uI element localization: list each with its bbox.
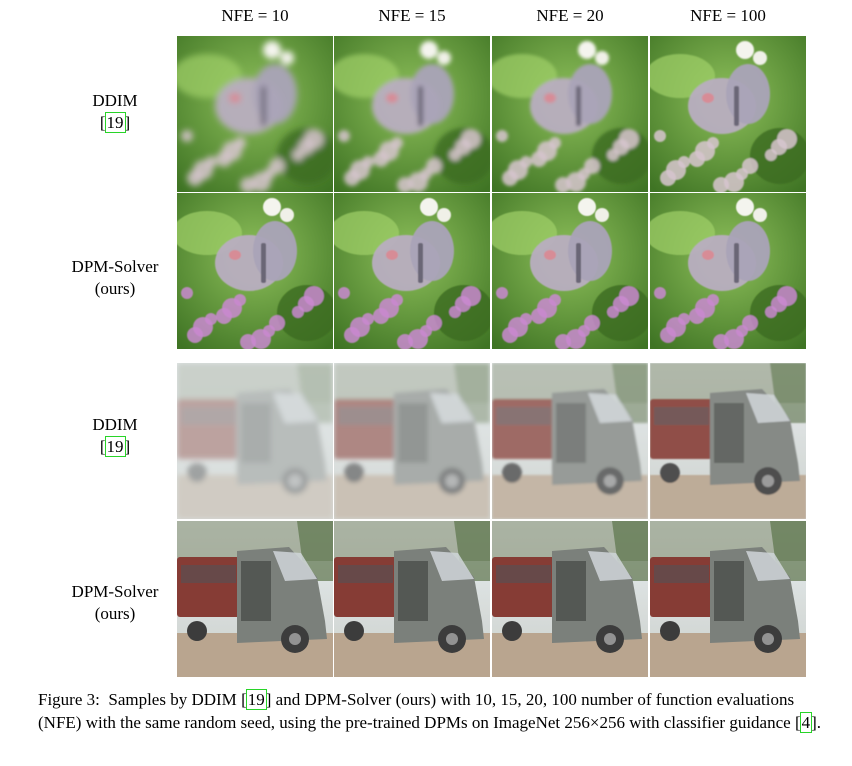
column-header-nfe-20: NFE = 20 [536, 6, 604, 25]
butterfly-ddim-sample-image [650, 36, 806, 192]
row-method: DDIM [92, 415, 138, 434]
caption-end: . [816, 713, 822, 732]
butterfly-ddim-sample-image [492, 36, 648, 192]
row-label-dpm-truck: DPM-Solver (ours) [30, 581, 200, 625]
truck-ddim-sample-image [177, 363, 333, 519]
truck-ddim-sample-image [650, 363, 806, 519]
truck-dpm-sample-image [650, 521, 806, 677]
figure-caption: Figure 3: Samples by DDIM [19] and DPM-S… [38, 689, 822, 733]
column-header-nfe-10: NFE = 10 [221, 6, 289, 25]
column-header-nfe-15: NFE = 15 [378, 6, 446, 25]
row-subtitle: (ours) [94, 279, 136, 298]
row-method: DDIM [92, 91, 138, 110]
row-method: DPM-Solver [71, 582, 159, 601]
butterfly-dpm-sample-image [334, 193, 490, 349]
citation-link[interactable]: 19 [104, 436, 126, 457]
truck-ddim-sample-image [492, 363, 648, 519]
row-label-dpm-butterfly: DPM-Solver (ours) [30, 256, 200, 300]
truck-dpm-sample-image [492, 521, 648, 677]
butterfly-dpm-sample-image [492, 193, 648, 349]
row-label-ddim-butterfly: DDIM [19] [92, 91, 138, 133]
column-header-nfe-100: NFE = 100 [690, 6, 766, 25]
truck-ddim-sample-image [334, 363, 490, 519]
truck-dpm-sample-image [334, 521, 490, 677]
caption-text-2: and DPM-Solver (ours) with 10, 15, 20, 1… [38, 690, 795, 732]
butterfly-dpm-sample-image [177, 193, 333, 349]
row-subtitle: (ours) [94, 604, 136, 623]
caption-text-1: Samples by DDIM [108, 690, 237, 709]
row-method: DPM-Solver [71, 257, 159, 276]
butterfly-ddim-sample-image [334, 36, 490, 192]
caption-citation-ddim[interactable]: 19 [245, 689, 267, 710]
butterfly-dpm-sample-image [650, 193, 806, 349]
row-label-ddim-truck: DDIM [19] [92, 415, 138, 457]
caption-label: Figure 3: [38, 690, 100, 709]
butterfly-ddim-sample-image [177, 36, 333, 192]
citation-link[interactable]: 19 [104, 112, 126, 133]
truck-dpm-sample-image [177, 521, 333, 677]
caption-citation-guidance[interactable]: 4 [799, 712, 813, 733]
